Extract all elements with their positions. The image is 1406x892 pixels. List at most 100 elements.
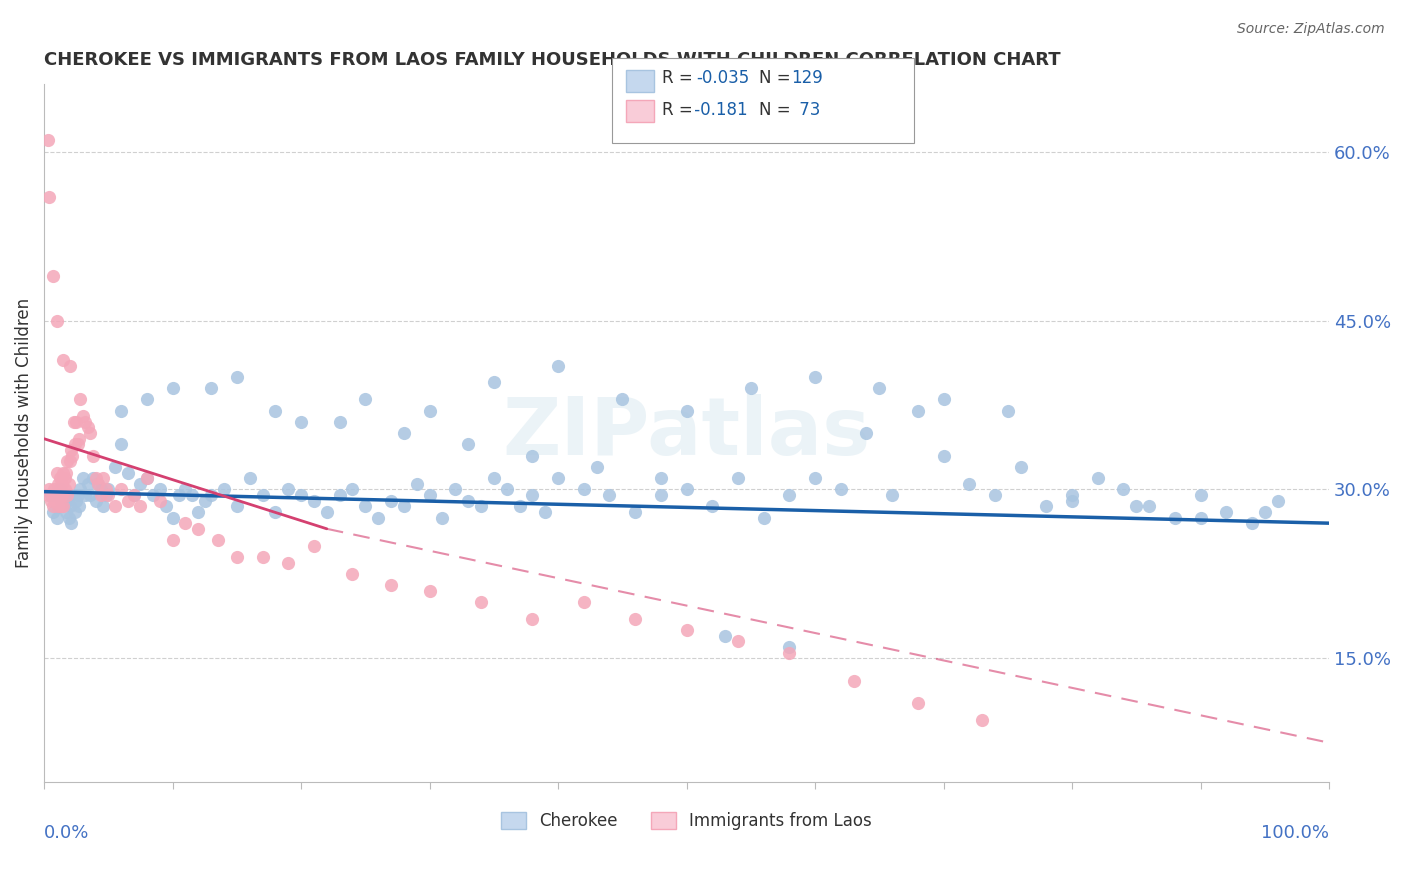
Point bbox=[104, 500, 127, 514]
Text: 129: 129 bbox=[792, 69, 824, 87]
Point bbox=[55, 466, 77, 480]
Point bbox=[56, 488, 79, 502]
Point bbox=[142, 488, 165, 502]
Point bbox=[1267, 493, 1289, 508]
Point bbox=[187, 522, 209, 536]
Point bbox=[94, 488, 117, 502]
Point bbox=[1189, 488, 1212, 502]
Point bbox=[117, 466, 139, 480]
Point bbox=[66, 437, 89, 451]
Point bbox=[135, 471, 157, 485]
Point bbox=[534, 505, 557, 519]
Point bbox=[1112, 483, 1135, 497]
Point bbox=[60, 516, 83, 531]
Point bbox=[367, 510, 389, 524]
Point bbox=[180, 488, 202, 502]
Point bbox=[194, 493, 217, 508]
Legend: Cherokee, Immigrants from Laos: Cherokee, Immigrants from Laos bbox=[495, 805, 879, 837]
Point bbox=[44, 483, 66, 497]
Point bbox=[58, 476, 80, 491]
Point bbox=[212, 483, 235, 497]
Point bbox=[547, 471, 569, 485]
Point bbox=[155, 500, 177, 514]
Point bbox=[868, 381, 890, 395]
Point bbox=[129, 500, 152, 514]
Point bbox=[94, 483, 117, 497]
Point bbox=[49, 500, 72, 514]
Point bbox=[239, 471, 262, 485]
Point bbox=[76, 476, 98, 491]
Point bbox=[162, 381, 184, 395]
Point bbox=[59, 500, 82, 514]
Point bbox=[84, 493, 107, 508]
Point bbox=[984, 488, 1007, 502]
Point bbox=[135, 392, 157, 407]
Point bbox=[290, 415, 312, 429]
Point bbox=[51, 488, 73, 502]
Point bbox=[110, 403, 132, 417]
Point bbox=[104, 459, 127, 474]
Point bbox=[302, 493, 325, 508]
Text: R =: R = bbox=[662, 69, 699, 87]
Point bbox=[122, 488, 145, 502]
Point bbox=[598, 488, 620, 502]
Point bbox=[970, 713, 993, 727]
Point bbox=[174, 483, 197, 497]
Point bbox=[1240, 516, 1263, 531]
Point bbox=[354, 500, 377, 514]
Point bbox=[392, 426, 415, 441]
Text: CHEROKEE VS IMMIGRANTS FROM LAOS FAMILY HOUSEHOLDS WITH CHILDREN CORRELATION CHA: CHEROKEE VS IMMIGRANTS FROM LAOS FAMILY … bbox=[44, 51, 1060, 69]
Point bbox=[907, 696, 929, 710]
Text: R =: R = bbox=[662, 101, 699, 119]
Text: ZIPatlas: ZIPatlas bbox=[502, 394, 870, 472]
Point bbox=[82, 471, 104, 485]
Point bbox=[547, 359, 569, 373]
Point bbox=[46, 500, 69, 514]
Point bbox=[855, 426, 877, 441]
Point bbox=[51, 500, 73, 514]
Point bbox=[45, 493, 67, 508]
Point bbox=[97, 483, 120, 497]
Point bbox=[60, 488, 83, 502]
Point bbox=[522, 488, 544, 502]
Point bbox=[110, 483, 132, 497]
Point bbox=[37, 488, 59, 502]
Text: 100.0%: 100.0% bbox=[1261, 824, 1329, 842]
Point bbox=[52, 500, 75, 514]
Point bbox=[290, 488, 312, 502]
Point bbox=[174, 516, 197, 531]
Point bbox=[58, 510, 80, 524]
Point bbox=[315, 505, 337, 519]
Point bbox=[277, 556, 299, 570]
Point bbox=[55, 505, 77, 519]
Point bbox=[91, 471, 114, 485]
Point bbox=[778, 646, 800, 660]
Point bbox=[727, 471, 749, 485]
Point bbox=[69, 392, 91, 407]
Point bbox=[932, 392, 955, 407]
Point bbox=[842, 673, 865, 688]
Point bbox=[432, 510, 454, 524]
Point bbox=[752, 510, 775, 524]
Point bbox=[1060, 488, 1083, 502]
Point bbox=[122, 488, 145, 502]
Text: N =: N = bbox=[759, 101, 796, 119]
Point bbox=[49, 493, 72, 508]
Point bbox=[53, 488, 76, 502]
Point bbox=[60, 442, 83, 457]
Point bbox=[804, 369, 827, 384]
Point bbox=[957, 476, 980, 491]
Point bbox=[612, 392, 634, 407]
Point bbox=[882, 488, 904, 502]
Point bbox=[675, 483, 697, 497]
Point bbox=[624, 505, 647, 519]
Point bbox=[419, 583, 441, 598]
Point bbox=[727, 634, 749, 648]
Point bbox=[79, 426, 101, 441]
Point bbox=[48, 471, 70, 485]
Point bbox=[72, 409, 94, 424]
Point bbox=[53, 471, 76, 485]
Point bbox=[37, 133, 59, 147]
Point bbox=[59, 454, 82, 468]
Point bbox=[342, 566, 364, 581]
